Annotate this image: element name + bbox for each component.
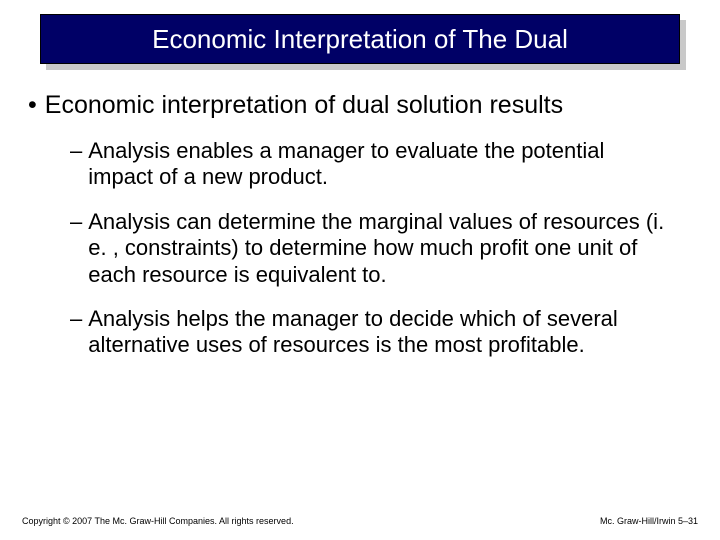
slide-footer: Copyright © 2007 The Mc. Graw-Hill Compa… bbox=[0, 516, 720, 526]
dash-icon: – bbox=[70, 306, 82, 359]
slide-title: Economic Interpretation of The Dual bbox=[152, 24, 568, 55]
copyright-text: Copyright © 2007 The Mc. Graw-Hill Compa… bbox=[22, 516, 294, 526]
main-bullet: • Economic interpretation of dual soluti… bbox=[28, 90, 692, 120]
title-box: Economic Interpretation of The Dual bbox=[40, 14, 680, 64]
sub-bullet: – Analysis enables a manager to evaluate… bbox=[70, 138, 692, 191]
sub-bullet-text: Analysis helps the manager to decide whi… bbox=[88, 306, 668, 359]
dash-icon: – bbox=[70, 138, 82, 191]
sub-bullet-text: Analysis can determine the marginal valu… bbox=[88, 209, 668, 288]
bullet-dot-icon: • bbox=[28, 90, 37, 120]
title-container: Economic Interpretation of The Dual bbox=[40, 14, 680, 68]
slide: Economic Interpretation of The Dual • Ec… bbox=[0, 0, 720, 540]
page-number: Mc. Graw-Hill/Irwin 5–31 bbox=[600, 516, 698, 526]
sub-bullet-list: – Analysis enables a manager to evaluate… bbox=[28, 138, 692, 359]
main-bullet-text: Economic interpretation of dual solution… bbox=[45, 90, 563, 120]
sub-bullet: – Analysis can determine the marginal va… bbox=[70, 209, 692, 288]
sub-bullet-text: Analysis enables a manager to evaluate t… bbox=[88, 138, 668, 191]
dash-icon: – bbox=[70, 209, 82, 288]
slide-body: • Economic interpretation of dual soluti… bbox=[18, 90, 702, 359]
sub-bullet: – Analysis helps the manager to decide w… bbox=[70, 306, 692, 359]
